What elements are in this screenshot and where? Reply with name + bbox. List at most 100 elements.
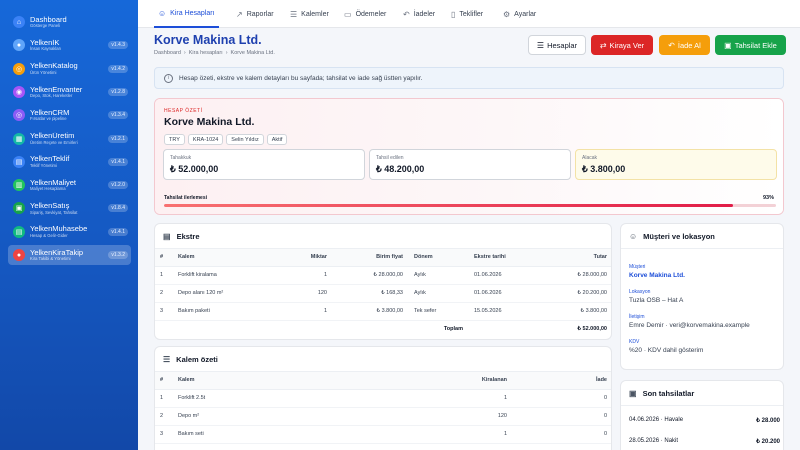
list-icon: ☰ bbox=[536, 40, 545, 50]
sidebar-item-dashboard[interactable]: ⌂ Dashboard Gösterge Paneli bbox=[8, 12, 131, 32]
table-cell: ₺ 28.000,00 bbox=[333, 266, 409, 285]
sidebar-item-yelkenkatalog[interactable]: ◎ YelkenKatalog Ürün Yönetimi v1.4.2 bbox=[8, 59, 131, 79]
payment-amount: ₺ 20.200 bbox=[756, 439, 780, 445]
tahsilat-ekle-label: Tahsilat Ekle bbox=[734, 40, 777, 50]
hesaplar-button[interactable]: ☰ Hesaplar bbox=[528, 35, 586, 55]
tab-kalemler[interactable]: ☰ Kalemler bbox=[286, 0, 333, 28]
version-badge: v1.2.8 bbox=[108, 87, 128, 96]
table-row[interactable]: 2 Depo m² 120 0 bbox=[155, 407, 611, 426]
sidebar-item-text: YelkenCRM Fırsatlar ve pipeline bbox=[30, 109, 108, 122]
table-row[interactable]: 1 Forklift kiralama 1 ₺ 28.000,00 Aylık 01.06… bbox=[155, 266, 611, 285]
table-row[interactable]: 2 Depo alanı 120 m² 120 ₺ 168,33 Aylık 01.06.… bbox=[155, 284, 611, 303]
version-badge: v1.2.1 bbox=[108, 134, 128, 143]
tab-ayarlar[interactable]: ⚙ Ayarlar bbox=[499, 0, 540, 28]
tab-raporlar[interactable]: ↗ Raporlar bbox=[232, 0, 278, 28]
summary-chip: TRY bbox=[164, 134, 185, 145]
sidebar-item-yelkenteklif[interactable]: ▤ YelkenTeklif Teklif Yönetimi v1.4.1 bbox=[8, 152, 131, 172]
ekstre-card-header: ▤ Ekstre bbox=[155, 224, 611, 249]
tab-label: Kira Hesapları bbox=[170, 9, 215, 17]
table-cell: 01.06.2026 bbox=[469, 284, 541, 303]
tab-teklifler[interactable]: ▯ Teklifler bbox=[447, 0, 487, 28]
sidebar-item-title: YelkenİK bbox=[30, 38, 60, 47]
table-cell: ₺ 20.200,00 bbox=[541, 284, 611, 303]
version-badge: v1.3.2 bbox=[108, 251, 128, 259]
tab-ödemeler[interactable]: ▭ Ödemeler bbox=[340, 0, 390, 28]
table-cell: Forklift 2.5t bbox=[173, 389, 423, 408]
table-cell: 1 bbox=[273, 266, 333, 285]
cart-icon: ▣ bbox=[13, 202, 25, 215]
kiraya-ver-button[interactable]: ⇄ Kiraya Ver bbox=[591, 35, 653, 55]
list-icon: ☰ bbox=[290, 9, 298, 19]
table-cell: Bakım paketi bbox=[173, 302, 273, 321]
sidebar-item-title: YelkenKiraTakip bbox=[30, 248, 84, 257]
payment-row: 28.05.2026 · Nakit ₺ 20.200 bbox=[629, 438, 780, 445]
ekstre-column-header: Birim fiyat bbox=[333, 249, 409, 267]
info-banner: i Hesap özeti, ekstre ve kalem detayları… bbox=[154, 67, 784, 89]
tab-kira-hesapları[interactable]: ☺ Kira Hesapları bbox=[154, 0, 219, 28]
table-cell: 1 bbox=[423, 389, 513, 408]
table-row[interactable]: 3 Bakım seti 1 0 bbox=[155, 425, 611, 444]
summary-chip: Selin Yıldız bbox=[226, 134, 264, 145]
sidebar-item-yelkensatış[interactable]: ▣ YelkenSatış Sipariş, Sevkiyat, Tahsilat v… bbox=[8, 198, 131, 218]
tab-label: Ödemeler bbox=[355, 10, 387, 18]
sidebar-item-yelkenüretim[interactable]: ▦ YelkenÜretim Üretim Reçete ve Emirleri v1… bbox=[8, 129, 131, 149]
tab-label: Kalemler bbox=[301, 10, 329, 18]
sidebar-item-title: YelkenÜretim bbox=[30, 132, 75, 141]
summary-chips: TRY KRA-1024 Selin Yıldız Aktif bbox=[164, 134, 288, 145]
sidebar-item-text: YelkenKiraTakip Kira Takibi & Yönetimi bbox=[30, 249, 108, 262]
tahsilat-ekle-button[interactable]: ▣ Tahsilat Ekle bbox=[715, 35, 786, 55]
ekstre-column-header: Tutar bbox=[541, 249, 611, 267]
sidebar-item-title: YelkenCRM bbox=[30, 108, 70, 117]
payment-date: 04.06.2026 · Havale bbox=[629, 417, 684, 423]
sidebar-item-yelkenenvanter[interactable]: ◉ YelkenEnvanter Depo, Stok, Hareketler v1.… bbox=[8, 82, 131, 102]
table-cell: 2 bbox=[155, 407, 173, 426]
ledger-icon: ▤ bbox=[13, 225, 25, 238]
table-cell: ₺ 28.000,00 bbox=[541, 266, 611, 285]
sidebar-item-yelkeni̇k[interactable]: ● YelkenİK İnsan Kaynakları v1.4.3 bbox=[8, 35, 131, 55]
field-value-kdv: %20 · KDV dahil gösterim bbox=[629, 347, 704, 354]
table-cell: Aylık bbox=[409, 284, 469, 303]
kalem-ozeti-card: ☰ Kalem özeti # Kalem Kiralanan İade 1 Forkl… bbox=[154, 346, 612, 450]
version-badge: v1.4.1 bbox=[108, 157, 128, 166]
users-icon: ☺ bbox=[158, 8, 167, 18]
sidebar-item-subtitle: Üretim Reçete ve Emirleri bbox=[30, 139, 78, 145]
summary-chip: Aktif bbox=[266, 134, 288, 145]
metric-label: Tahakkuk bbox=[170, 155, 192, 161]
document-icon: ▤ bbox=[13, 155, 25, 168]
version-badge: v1.3.4 bbox=[108, 111, 128, 120]
breadcrumb-dashboard[interactable]: Dashboard bbox=[154, 50, 181, 56]
iade-al-button[interactable]: ↶ İade Al bbox=[659, 35, 710, 55]
table-cell: 0 bbox=[513, 425, 611, 444]
musteri-title: Müşteri ve lokasyon bbox=[643, 231, 715, 241]
tab-i̇adeler[interactable]: ↶ İadeler bbox=[399, 0, 439, 28]
table-row[interactable]: 1 Forklift 2.5t 1 0 bbox=[155, 389, 611, 408]
sidebar-item-text: YelkenMuhasebe Hesap & Gelir-Gider bbox=[30, 225, 108, 238]
breadcrumb-kira-hesaplari[interactable]: Kira hesapları bbox=[188, 50, 223, 56]
sidebar-item-yelkenkiratakip[interactable]: ● YelkenKiraTakip Kira Takibi & Yönetimi v1… bbox=[8, 245, 131, 265]
table-cell: 01.06.2026 bbox=[469, 266, 541, 285]
metric-label: Tahsil edilen bbox=[376, 155, 404, 161]
sidebar-item-yelkenmuhasebe[interactable]: ▤ YelkenMuhasebe Hesap & Gelir-Gider v1.4.1 bbox=[8, 222, 131, 242]
ekstre-title: Ekstre bbox=[176, 231, 200, 241]
table-row[interactable]: 3 Bakım paketi 1 ₺ 3.800,00 Tek sefer 15.05.2… bbox=[155, 302, 611, 321]
top-tab-bar: ☺ Kira Hesapları ↗ Raporlar ☰ Kalemler ▭ Ödemel… bbox=[138, 0, 800, 28]
sidebar-item-text: YelkenKatalog Ürün Yönetimi bbox=[30, 62, 108, 75]
ekstre-column-header: Miktar bbox=[273, 249, 333, 267]
table-cell: 0 bbox=[513, 389, 611, 408]
sidebar-item-yelkenmaliyet[interactable]: ▥ YelkenMaliyet Maliyet Hesaplama v1.2.0 bbox=[8, 175, 131, 195]
add-payment-icon: ▣ bbox=[724, 40, 732, 50]
table-cell: Tek sefer bbox=[409, 302, 469, 321]
field-label-iletisim: İletişim bbox=[629, 314, 645, 320]
sidebar-item-yelkencrm[interactable]: ◎ YelkenCRM Fırsatlar ve pipeline v1.3.4 bbox=[8, 105, 131, 125]
metric-value: ₺ 52.000,00 bbox=[170, 164, 219, 174]
field-value-musteri[interactable]: Korve Makina Ltd. bbox=[629, 272, 685, 279]
version-badge: v1.2.0 bbox=[108, 181, 128, 190]
table-cell: 3 bbox=[155, 425, 173, 444]
kiraya-ver-label: Kiraya Ver bbox=[609, 40, 645, 50]
table-cell: ₺ 3.800,00 bbox=[333, 302, 409, 321]
ekstre-card: ▤ Ekstre # Kalem Miktar Birim fiyat Dönem Eks… bbox=[154, 223, 612, 340]
sidebar-item-title: YelkenSatış bbox=[30, 202, 70, 211]
table-cell: 1 bbox=[273, 302, 333, 321]
table-cell: 1 bbox=[155, 389, 173, 408]
field-label-musteri: Müşteri bbox=[629, 264, 646, 270]
